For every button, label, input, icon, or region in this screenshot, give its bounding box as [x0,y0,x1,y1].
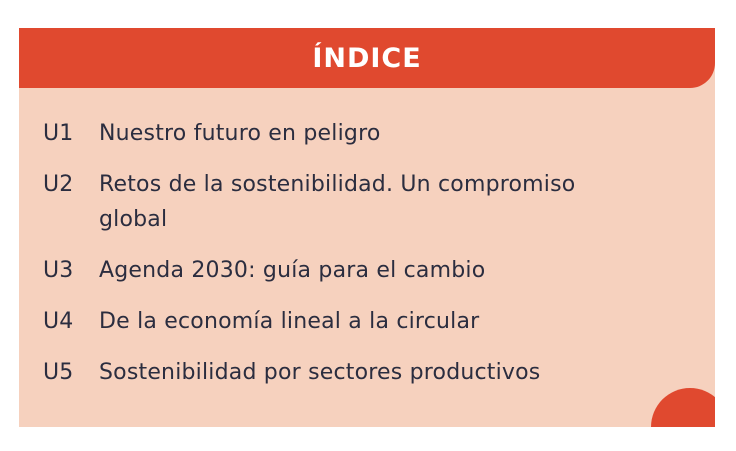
index-title: ÍNDICE [312,42,422,74]
toc-item-u2: U2 Retos de la sostenibilidad. Un compro… [43,167,677,237]
unit-title: Agenda 2030: guía para el cambio [99,258,486,283]
corner-circle-decoration [651,388,715,427]
index-card: ÍNDICE U1 Nuestro futuro en peligro U2 R… [19,28,715,427]
toc-item-u4: U4 De la economía lineal a la circular [43,304,677,339]
unit-title: Retos de la sostenibilidad. Un compromis… [99,172,576,232]
unit-code: U5 [43,360,74,385]
toc-item-u1: U1 Nuestro futuro en peligro [43,116,677,151]
unit-code: U3 [43,258,74,283]
index-header: ÍNDICE [19,28,715,88]
unit-title: De la economía lineal a la circular [99,309,480,334]
toc-list: U1 Nuestro futuro en peligro U2 Retos de… [19,88,715,390]
unit-title: Nuestro futuro en peligro [99,121,381,146]
toc-item-u5: U5 Sostenibilidad por sectores productiv… [43,355,677,390]
unit-code: U4 [43,309,74,334]
unit-title: Sostenibilidad por sectores productivos [99,360,541,385]
toc-item-u3: U3 Agenda 2030: guía para el cambio [43,253,677,288]
unit-code: U1 [43,121,74,146]
unit-code: U2 [43,172,74,197]
